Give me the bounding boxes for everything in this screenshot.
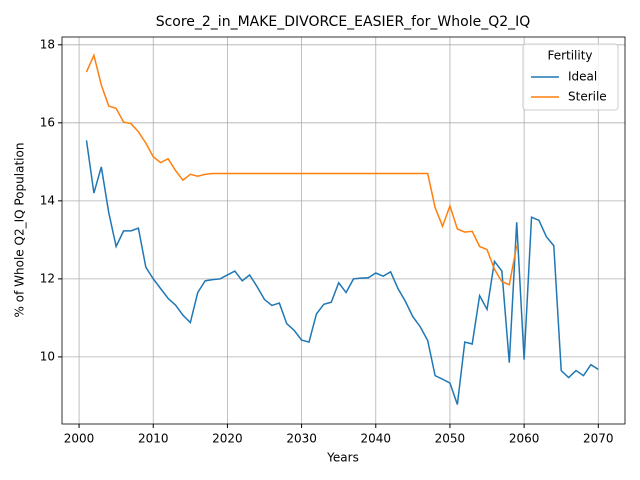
legend-label: Ideal [568,70,597,84]
x-tick-label: 2020 [212,432,243,446]
y-tick-label: 18 [40,37,55,51]
line-series [85,53,518,286]
x-tick-label: 2050 [435,432,466,446]
y-tick-label: 12 [40,271,55,285]
legend-title: Fertility [547,49,592,63]
chart-title: Score_2_in_MAKE_DIVORCE_EASIER_for_Whole… [156,14,531,30]
x-tick-label: 2010 [138,432,169,446]
y-tick-label: 16 [40,115,55,129]
legend-label: Sterile [568,90,607,104]
x-tick-label: 2030 [286,432,317,446]
x-tick-label: 2040 [360,432,391,446]
y-tick-label: 14 [40,193,55,207]
x-tick-label: 2070 [583,432,614,446]
x-tick-label: 2000 [64,432,95,446]
x-axis-label: Years [326,451,359,465]
line-series [85,140,599,405]
legend-box [522,43,619,111]
plot-frame [61,36,626,425]
x-tick-label: 2060 [509,432,540,446]
y-tick-label: 10 [40,349,55,363]
y-axis-label: % of Whole Q2_IQ Population [13,143,27,318]
